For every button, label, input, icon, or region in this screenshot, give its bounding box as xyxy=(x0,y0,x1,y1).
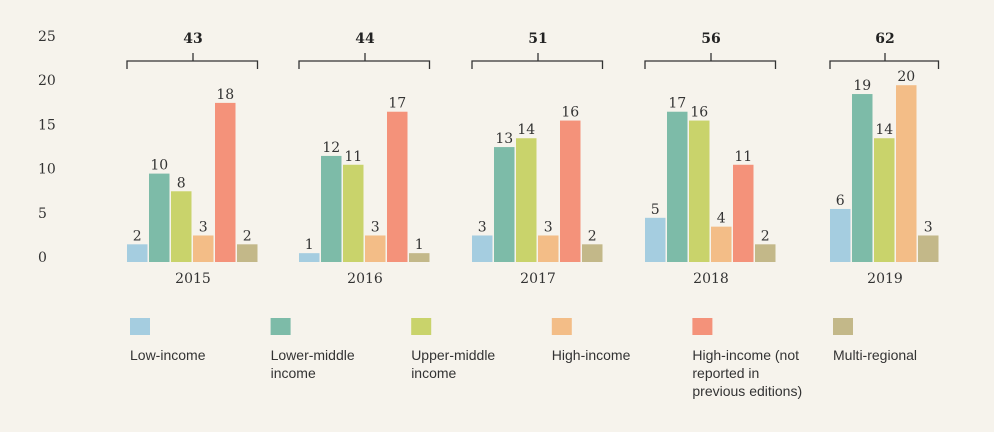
bar xyxy=(918,235,939,262)
bracket xyxy=(298,53,431,69)
value-label: 3 xyxy=(544,219,553,235)
bar xyxy=(365,235,386,262)
y-tick-label: 5 xyxy=(38,206,47,222)
value-label: 14 xyxy=(875,122,893,138)
value-label: 6 xyxy=(836,193,845,209)
bar xyxy=(538,235,559,262)
value-label: 11 xyxy=(344,149,362,165)
y-tick-label: 20 xyxy=(38,73,56,89)
legend-swatch xyxy=(551,318,572,335)
x-tick-label: 2015 xyxy=(175,271,211,287)
x-tick-label: 2019 xyxy=(867,271,903,287)
value-label: 3 xyxy=(924,219,933,235)
value-label: 5 xyxy=(651,202,660,218)
y-tick-label: 25 xyxy=(38,29,56,45)
value-label: 1 xyxy=(305,237,314,253)
y-tick-label: 10 xyxy=(38,162,56,178)
bar xyxy=(733,164,754,262)
legend-swatch xyxy=(692,318,713,335)
value-label: 17 xyxy=(388,96,406,112)
bar xyxy=(193,235,214,262)
legend-label: High-income xyxy=(551,347,631,363)
total-label: 51 xyxy=(528,31,547,47)
bar xyxy=(667,111,688,262)
legend-label: Multi-regional xyxy=(833,347,918,363)
bar xyxy=(711,226,732,262)
value-label: 16 xyxy=(690,105,708,121)
legend-swatch xyxy=(833,318,853,335)
bar xyxy=(171,191,192,262)
bar xyxy=(149,173,170,262)
bar xyxy=(321,155,342,262)
bar xyxy=(387,111,408,262)
value-label: 20 xyxy=(897,69,915,85)
bar xyxy=(560,120,581,262)
value-label: 3 xyxy=(478,219,487,235)
bar xyxy=(852,94,873,262)
value-label: 10 xyxy=(150,158,168,174)
y-tick-label: 0 xyxy=(38,250,47,266)
value-label: 17 xyxy=(668,96,686,112)
bar xyxy=(215,102,236,262)
y-tick-label: 15 xyxy=(38,117,56,133)
value-label: 2 xyxy=(243,228,252,244)
value-label: 14 xyxy=(517,122,535,138)
total-label: 43 xyxy=(183,31,202,47)
total-label: 62 xyxy=(875,31,894,47)
legend-swatch xyxy=(411,318,432,335)
value-label: 18 xyxy=(216,87,234,103)
bracket xyxy=(829,53,940,69)
value-label: 4 xyxy=(717,211,726,227)
x-tick-label: 2017 xyxy=(520,271,556,287)
bar xyxy=(830,208,851,262)
value-label: 2 xyxy=(133,228,142,244)
bar xyxy=(472,235,493,262)
bracket xyxy=(471,53,604,69)
legend-swatch xyxy=(130,318,150,335)
bar xyxy=(874,138,895,262)
value-label: 2 xyxy=(761,228,770,244)
total-label: 44 xyxy=(355,31,375,47)
legend-label: Upper-middle income xyxy=(411,347,496,381)
value-label: 8 xyxy=(177,175,186,191)
bar xyxy=(516,138,537,262)
value-label: 11 xyxy=(734,149,752,165)
bar xyxy=(896,85,917,262)
bracket xyxy=(644,53,777,69)
bar xyxy=(494,147,515,262)
bar xyxy=(755,244,776,262)
x-tick-label: 2018 xyxy=(693,271,729,287)
bar xyxy=(237,244,258,262)
bar xyxy=(645,217,666,262)
value-label: 1 xyxy=(415,237,424,253)
bracket xyxy=(126,53,259,69)
legend-label: High-income (not reported in previous ed… xyxy=(692,347,803,399)
legend-label: Low-income xyxy=(130,347,206,363)
value-label: 2 xyxy=(588,228,597,244)
x-tick-label: 2016 xyxy=(347,271,383,287)
legend-swatch xyxy=(270,318,291,335)
total-label: 56 xyxy=(701,31,720,47)
bar xyxy=(582,244,603,262)
value-label: 16 xyxy=(561,105,579,121)
value-label: 19 xyxy=(853,78,871,94)
value-label: 12 xyxy=(322,140,340,156)
value-label: 3 xyxy=(199,219,208,235)
bar xyxy=(127,244,148,262)
value-label: 3 xyxy=(371,219,380,235)
value-label: 13 xyxy=(495,131,513,147)
legend-label: Lower-middle income xyxy=(270,347,355,381)
bar xyxy=(689,120,710,262)
bar xyxy=(343,164,364,262)
bar xyxy=(299,253,320,262)
bar xyxy=(409,253,430,262)
